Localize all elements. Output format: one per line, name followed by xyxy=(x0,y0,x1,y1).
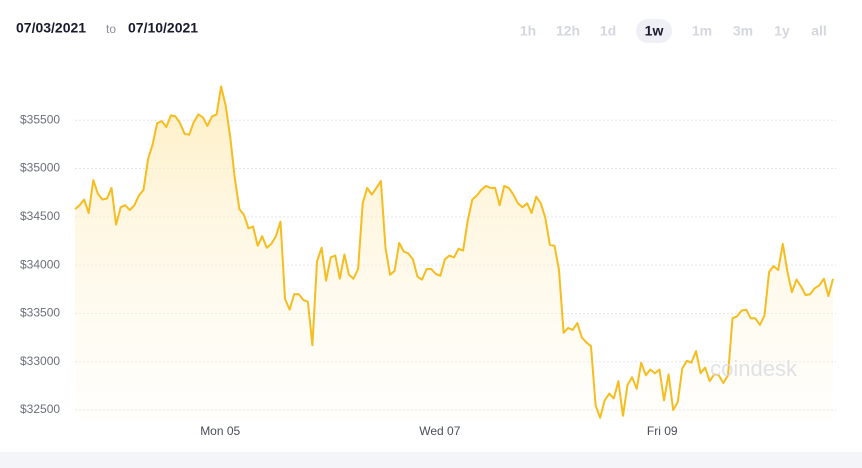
plot: $32500 $33000 $33500 $34000 $34500 $35000 $355… xyxy=(20,85,836,438)
y-tick-label: $32500 xyxy=(20,402,60,416)
range-button[interactable]: 1y xyxy=(774,23,790,39)
y-tick-label: $34500 xyxy=(20,209,60,223)
range-button[interactable]: 1h xyxy=(520,23,536,39)
watermark: coindesk xyxy=(710,356,798,381)
range-button[interactable]: all xyxy=(811,23,827,39)
range-selected-bg[interactable] xyxy=(636,19,672,43)
footer-band xyxy=(0,452,862,468)
y-tick-label: $34000 xyxy=(20,257,60,271)
y-tick-label: $33500 xyxy=(20,306,60,320)
y-tick-label: $35000 xyxy=(20,161,60,175)
area xyxy=(75,86,833,420)
range-button[interactable]: 3m xyxy=(733,23,753,39)
date-to-word: to xyxy=(106,22,116,36)
range-selector: 1h 12h 1d 1w 1m 3m 1y all xyxy=(520,19,827,43)
range-button[interactable]: 12h xyxy=(556,23,580,39)
price-line xyxy=(74,85,834,419)
y-tick-label: $35500 xyxy=(20,112,60,126)
date-to: 07/10/2021 xyxy=(128,20,198,36)
x-tick-label: Fri 09 xyxy=(647,424,678,438)
date-from: 07/03/2021 xyxy=(16,20,86,36)
range-button[interactable]: 1m xyxy=(692,23,712,39)
x-tick-label: Mon 05 xyxy=(200,424,240,438)
range-button[interactable]: 1w xyxy=(645,23,664,39)
x-tick-label: Wed 07 xyxy=(419,424,460,438)
y-tick-label: $33000 xyxy=(20,354,60,368)
range-button[interactable]: 1d xyxy=(600,23,616,39)
